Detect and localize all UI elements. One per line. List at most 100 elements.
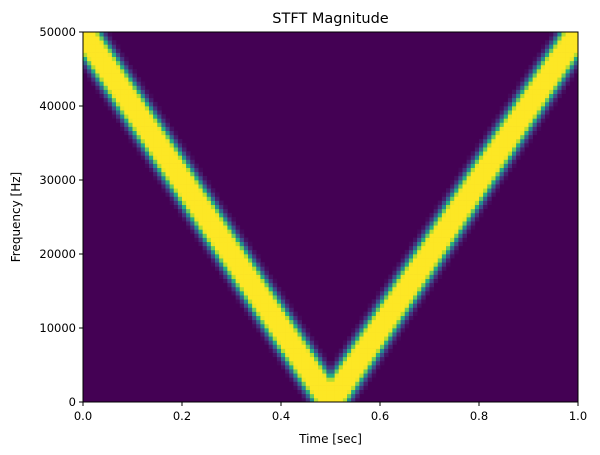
heatmap-cell xyxy=(421,278,426,284)
heatmap-cell xyxy=(107,64,113,70)
heatmap-cell xyxy=(561,85,566,90)
heatmap-cell xyxy=(487,184,492,189)
heatmap-cell xyxy=(161,188,166,193)
heatmap-cell xyxy=(536,110,542,115)
heatmap-cell xyxy=(124,122,129,127)
heatmap-cell xyxy=(144,147,150,152)
heatmap-cell xyxy=(380,352,385,358)
heatmap-cell xyxy=(95,56,100,62)
heatmap-cell xyxy=(215,217,220,222)
heatmap-cell xyxy=(260,299,265,304)
heatmap-cell xyxy=(248,270,253,275)
heatmap-cell xyxy=(215,237,220,243)
heatmap-cell xyxy=(260,270,265,275)
heatmap-cell xyxy=(359,323,364,329)
heatmap-cell xyxy=(136,101,142,107)
heatmap-cell xyxy=(297,381,302,386)
heatmap-cell xyxy=(132,69,137,74)
heatmap-cell xyxy=(293,323,298,329)
heatmap-cell xyxy=(470,200,476,206)
heatmap-cell xyxy=(116,81,121,86)
heatmap-cell xyxy=(124,85,129,90)
heatmap-cell xyxy=(553,64,558,70)
heatmap-cell xyxy=(396,278,401,284)
heatmap-cell xyxy=(107,36,113,41)
heatmap-cell xyxy=(524,134,529,140)
heatmap-cell xyxy=(161,175,166,181)
heatmap-cell xyxy=(474,155,480,160)
heatmap-cell xyxy=(404,299,410,304)
heatmap-cell xyxy=(466,229,472,234)
heatmap-cell xyxy=(528,101,533,107)
heatmap-cell xyxy=(516,118,521,123)
x-tick-label: 0.4 xyxy=(272,409,290,423)
heatmap-cell xyxy=(239,233,245,238)
heatmap-cell xyxy=(338,360,344,366)
heatmap-cell xyxy=(144,151,150,156)
heatmap-cell xyxy=(239,295,245,300)
heatmap-cell xyxy=(545,89,550,95)
heatmap-cell xyxy=(83,40,88,45)
heatmap-cell xyxy=(367,352,373,358)
heatmap-cell xyxy=(239,237,245,243)
heatmap-cell xyxy=(429,270,434,275)
heatmap-cell xyxy=(458,188,463,193)
heatmap-cell xyxy=(198,196,203,201)
heatmap-cell xyxy=(215,196,220,201)
heatmap-cell xyxy=(507,143,513,148)
heatmap-cell xyxy=(371,352,377,358)
heatmap-cell xyxy=(441,237,447,243)
heatmap-cell xyxy=(532,126,538,132)
heatmap-cell xyxy=(272,323,278,329)
heatmap-cell xyxy=(557,73,562,78)
heatmap-cell xyxy=(429,245,434,251)
heatmap-cell xyxy=(446,200,451,206)
heatmap-cell xyxy=(198,188,203,193)
heatmap-cell xyxy=(202,208,208,214)
heatmap-cell xyxy=(231,221,236,226)
heatmap-cell xyxy=(474,200,480,206)
heatmap-cell xyxy=(417,249,422,255)
heatmap-cell xyxy=(507,138,513,144)
heatmap-cell xyxy=(355,381,360,386)
heatmap-cell xyxy=(433,278,439,284)
heatmap-cell xyxy=(210,258,216,263)
heatmap-cell xyxy=(165,192,170,197)
heatmap-cell xyxy=(243,254,249,259)
heatmap-cell xyxy=(272,291,278,296)
heatmap-cell xyxy=(182,180,187,185)
heatmap-cell xyxy=(450,249,455,255)
heatmap-cell xyxy=(248,291,253,296)
heatmap-cell xyxy=(223,249,228,255)
heatmap-cell xyxy=(553,77,558,82)
heatmap-cell xyxy=(446,229,451,234)
heatmap-cell xyxy=(206,188,212,193)
heatmap-cell xyxy=(161,114,166,119)
heatmap-cell xyxy=(124,101,129,107)
heatmap-cell xyxy=(491,155,496,160)
heatmap-cell xyxy=(124,73,129,78)
heatmap-cell xyxy=(392,274,397,280)
heatmap-cell xyxy=(404,262,410,267)
heatmap-cell xyxy=(491,180,496,185)
heatmap-cell xyxy=(161,184,166,189)
heatmap-cell xyxy=(458,237,463,243)
heatmap-cell xyxy=(256,315,261,321)
heatmap-cell xyxy=(136,143,142,148)
heatmap-cell xyxy=(248,282,253,288)
heatmap-cell xyxy=(404,282,410,288)
heatmap-cell xyxy=(223,262,228,267)
heatmap-cell xyxy=(388,344,393,349)
heatmap-cell xyxy=(276,340,282,345)
heatmap-cell xyxy=(235,278,241,284)
heatmap-cell xyxy=(334,389,340,395)
heatmap-cell xyxy=(495,114,500,119)
heatmap-cell xyxy=(198,217,203,222)
heatmap-cell xyxy=(413,286,418,292)
heatmap-cell xyxy=(202,175,208,181)
heatmap-cell xyxy=(503,175,509,181)
heatmap-cell xyxy=(499,147,505,152)
heatmap-cell xyxy=(470,188,476,193)
heatmap-cell xyxy=(309,369,315,374)
heatmap-cell xyxy=(371,356,377,362)
